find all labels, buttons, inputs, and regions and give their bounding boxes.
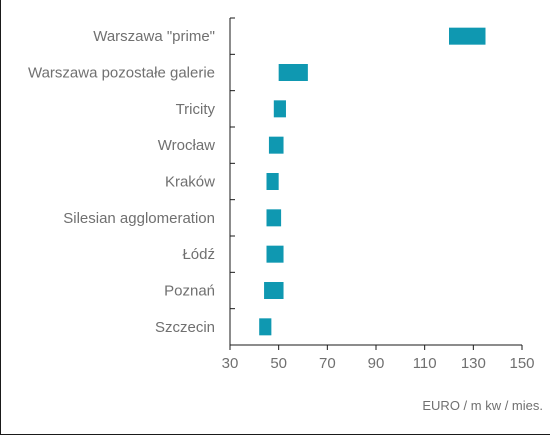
category-label: Silesian agglomeration (63, 210, 215, 227)
bar-2 (278, 64, 308, 81)
x-tick-label: 50 (270, 355, 287, 372)
bar-8 (264, 282, 284, 299)
x-tick-label: 110 (413, 355, 437, 372)
category-label: Łódź (182, 246, 215, 263)
x-axis-ticks (229, 345, 523, 350)
x-tick-label: 150 (509, 355, 534, 372)
category-label: Warszawa pozostałe galerie (28, 65, 215, 82)
category-label: Szczecin (155, 319, 215, 336)
bar-9 (259, 318, 272, 336)
category-label: Kraków (165, 174, 215, 191)
category-label: Wrocław (158, 137, 215, 154)
bar-5 (266, 173, 279, 190)
x-tick-label: 130 (461, 355, 486, 372)
category-label: Poznań (164, 283, 215, 300)
x-tick-label: 90 (368, 355, 385, 372)
bar-6 (266, 209, 282, 227)
category-label: Warszawa "prime" (93, 28, 215, 45)
bar-1 (449, 27, 486, 45)
x-tick-label: 30 (222, 355, 239, 372)
category-labels: Warszawa "prime" Warszawa pozostałe galer… (28, 28, 216, 336)
bars-group (259, 27, 486, 336)
bar-7 (266, 245, 284, 263)
x-tick-labels: 30 50 70 90 110 130 150 (222, 355, 535, 372)
category-label: Tricity (176, 101, 216, 118)
bar-4 (268, 136, 284, 154)
bar-3 (273, 100, 286, 118)
y-axis-ticks (230, 17, 235, 346)
x-tick-label: 70 (319, 355, 336, 372)
unit-label: EURO / m kw / mies. (422, 398, 543, 413)
